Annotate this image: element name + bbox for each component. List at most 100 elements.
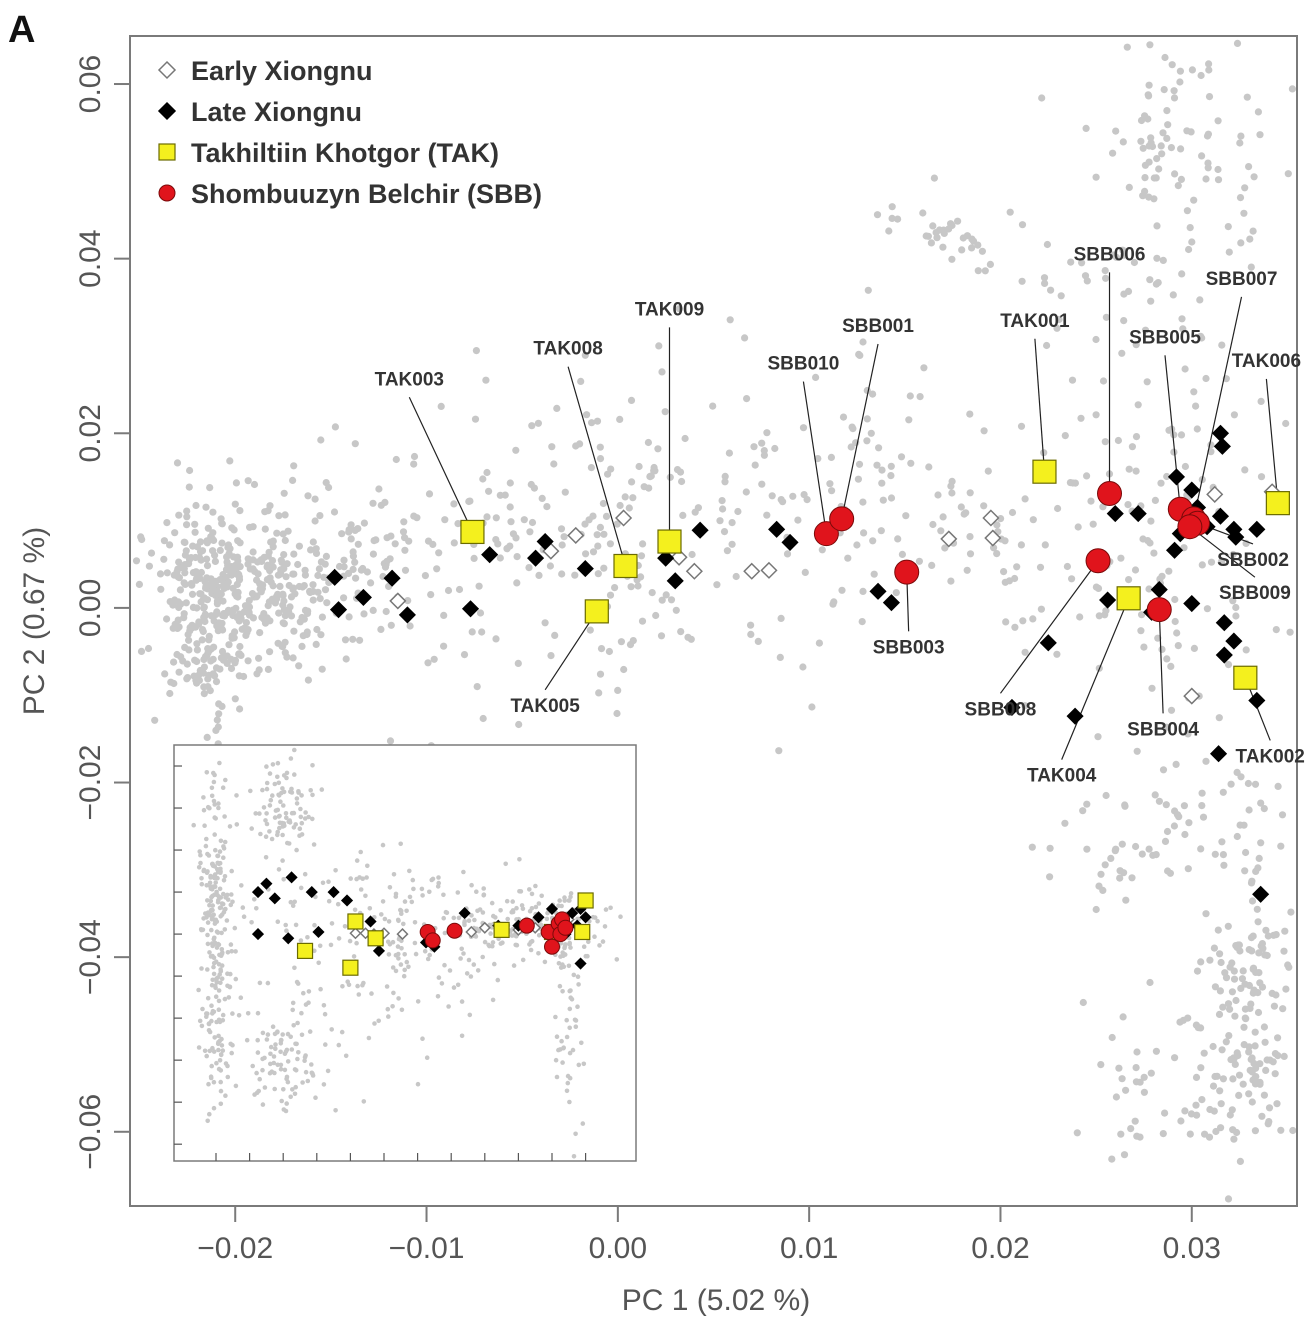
reference-point [1173,629,1181,637]
reference-point [212,678,221,686]
inset-reference-point [207,1111,212,1117]
inset-reference-point [205,941,211,947]
inset-reference-point [291,825,297,830]
reference-point [236,642,244,651]
inset-reference-point [233,949,238,954]
reference-point [228,524,236,532]
inset-reference-point [451,915,457,921]
reference-point [968,244,976,252]
inset-early-xiongnu-point [396,928,409,941]
inset-reference-point [236,1013,242,1018]
reference-point [217,515,225,523]
reference-point [1211,1072,1219,1081]
inset-reference-point [472,917,477,923]
inset-reference-point [527,887,532,892]
reference-point [1273,1100,1281,1108]
y-tick-label: 0.00 [74,579,107,637]
reference-point [1282,985,1290,993]
reference-point [662,591,670,599]
inset-reference-point [286,819,292,824]
reference-point [1200,1049,1208,1057]
reference-point [1271,1050,1279,1058]
reference-point [507,518,515,526]
inset-reference-point [210,977,215,983]
reference-point [1251,1042,1259,1050]
inset-reference-point [264,1037,270,1042]
inset-reference-point [323,1042,328,1047]
inset-reference-point [406,964,411,970]
reference-point [1251,1074,1259,1082]
inset-reference-point [207,950,212,955]
inset-reference-point [211,779,217,785]
inset-reference-point [571,1154,577,1159]
reference-point [550,460,558,468]
reference-point [1289,1126,1297,1135]
reference-point [349,635,357,643]
inset-reference-point [205,920,211,925]
inset-late-xiongnu-point [305,886,318,899]
reference-point [203,539,211,547]
inset-reference-point [201,916,206,921]
reference-point [655,342,663,350]
inset-reference-point [270,1024,276,1029]
inset-reference-point [216,998,222,1004]
reference-point [1216,987,1224,995]
reference-point [1224,223,1232,231]
inset-reference-point [226,995,232,1000]
reference-point [318,665,326,673]
inset-reference-point [271,1054,277,1059]
reference-point [1192,1101,1200,1109]
reference-point [839,413,848,421]
inset-reference-point [299,832,305,837]
reference-point [939,513,947,521]
reference-point [175,668,183,676]
inset-reference-point [217,1058,223,1063]
reference-point [261,525,269,533]
reference-point [534,419,543,427]
reference-point [254,558,262,566]
reference-point [506,479,514,487]
reference-point [216,665,224,673]
reference-point [1108,1155,1116,1163]
reference-point [1215,714,1223,722]
inset-reference-point [326,898,332,904]
reference-point [1246,1066,1254,1074]
inset-reference-point [309,1062,314,1067]
reference-point [1278,811,1287,819]
reference-point [1144,91,1152,99]
inset-reference-point [284,775,289,781]
reference-point [1249,932,1257,940]
sbb-point [1146,597,1172,623]
inset-tak-point [342,959,359,976]
reference-point [203,733,211,742]
reference-point [828,487,836,495]
reference-point [478,628,486,636]
reference-point [202,584,210,592]
reference-point [138,535,146,544]
inset-reference-point [618,914,623,919]
inset-reference-point [224,918,230,923]
reference-point [369,606,377,615]
reference-point [189,542,197,550]
inset-reference-point [398,841,404,847]
inset-reference-point [590,914,596,920]
reference-point [1137,116,1146,125]
reference-point [1183,207,1191,215]
inset-reference-point [222,907,227,912]
reference-point [1155,165,1163,173]
reference-point [930,174,939,182]
inset-reference-point [466,918,472,923]
reference-point [1079,998,1087,1007]
inset-reference-point [206,1021,212,1027]
reference-point [1164,867,1172,875]
inset-reference-point [480,954,486,960]
reference-point [1147,139,1155,147]
reference-point [1097,1061,1105,1069]
reference-point [1057,292,1065,300]
reference-point [734,507,742,516]
reference-point [1185,819,1193,827]
reference-point [303,628,311,636]
inset-reference-point [560,1060,565,1065]
inset-reference-point [528,939,534,945]
inset-reference-point [441,892,446,898]
